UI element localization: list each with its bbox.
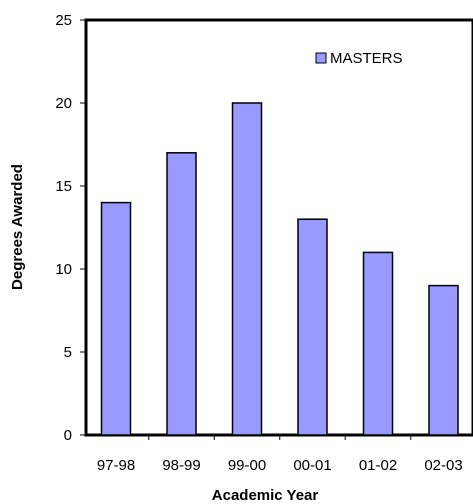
x-ticks-group: 97-98 98-99 99-00 00-01 01-02 02-03 bbox=[97, 435, 463, 474]
x-tick-label: 00-01 bbox=[293, 457, 331, 474]
bar-00-01 bbox=[297, 218, 328, 436]
legend: MASTERS bbox=[315, 50, 403, 67]
x-axis-title: Academic Year bbox=[212, 487, 319, 504]
x-tick-label: 99-00 bbox=[228, 457, 266, 474]
y-tick-label: 0 bbox=[64, 427, 72, 444]
legend-label: MASTERS bbox=[330, 50, 403, 67]
y-ticks-group: 0 5 10 15 20 25 bbox=[55, 12, 86, 444]
y-tick-label: 25 bbox=[55, 12, 72, 29]
bar-99-00 bbox=[231, 102, 263, 436]
y-axis-title: Degrees Awarded bbox=[9, 164, 26, 290]
bar-01-02 bbox=[362, 251, 394, 436]
bar-97-98 bbox=[100, 201, 132, 436]
y-tick-label: 5 bbox=[64, 344, 72, 361]
bar-02-03 bbox=[428, 284, 459, 436]
bars-group bbox=[100, 102, 459, 436]
plot-frame bbox=[84, 18, 473, 437]
x-tick-label: 98-99 bbox=[162, 457, 200, 474]
y-tick-label: 10 bbox=[55, 261, 72, 278]
y-tick-label: 15 bbox=[55, 178, 72, 195]
x-tick-label: 02-03 bbox=[424, 457, 462, 474]
legend-swatch bbox=[315, 52, 327, 64]
y-tick-label: 20 bbox=[55, 95, 72, 112]
x-tick-label: 97-98 bbox=[97, 457, 135, 474]
x-tick-label: 01-02 bbox=[359, 457, 397, 474]
bar-98-99 bbox=[166, 152, 197, 436]
